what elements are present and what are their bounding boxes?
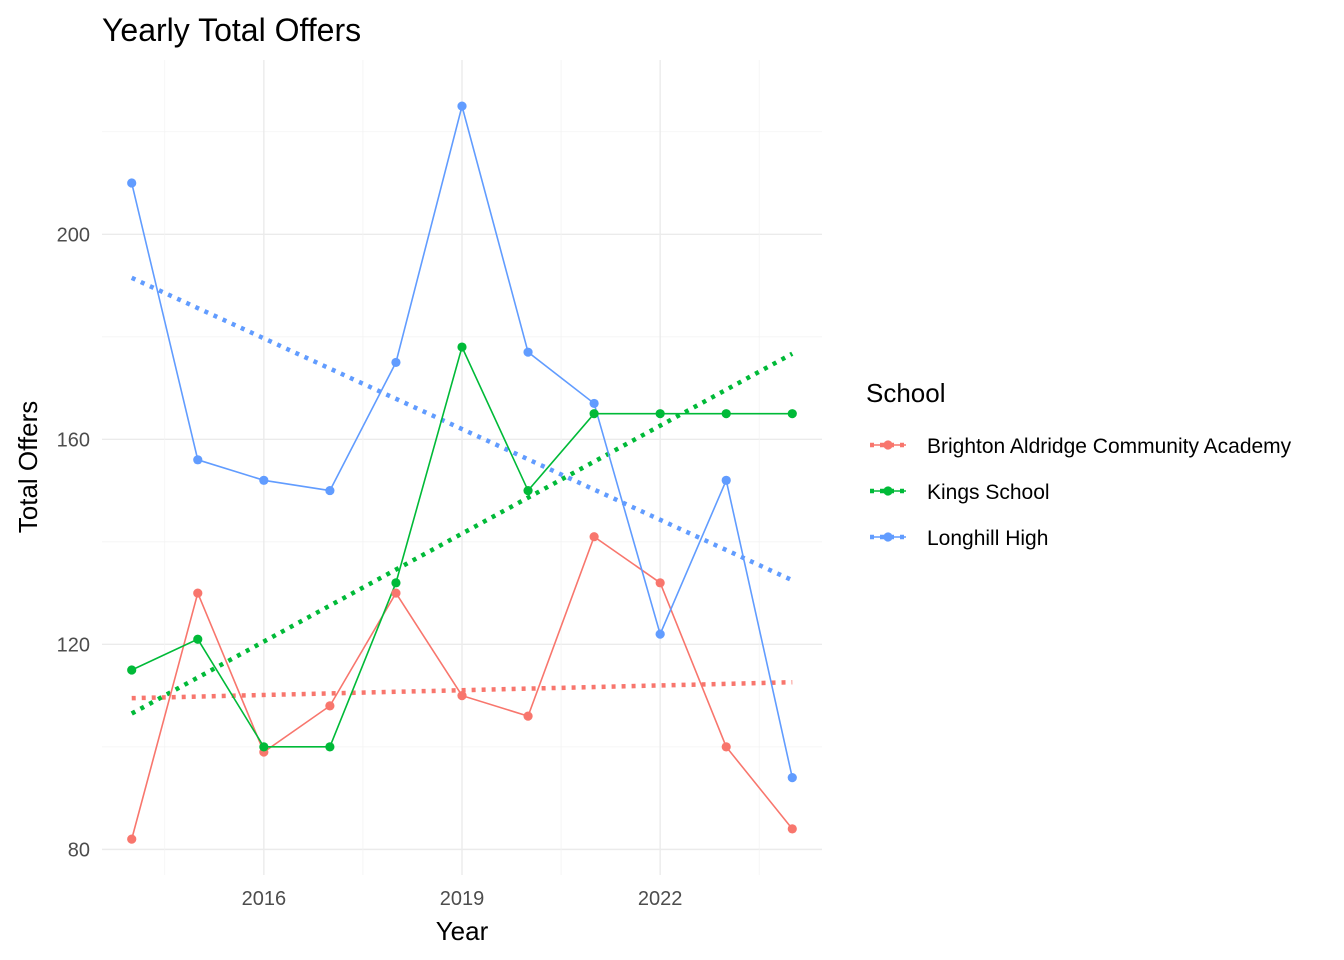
data-point	[523, 347, 533, 357]
tick-labels: 80 120 160 200 2016 2019 2022	[57, 224, 683, 910]
data-point	[589, 409, 599, 419]
y-axis-title: Total Offers	[13, 401, 43, 533]
data-point	[391, 578, 401, 588]
data-point	[259, 742, 269, 752]
legend-key-point	[883, 532, 893, 542]
trend-lines	[130, 275, 794, 716]
x-axis-title: Year	[436, 916, 489, 946]
data-points	[127, 101, 797, 844]
x-tick-label: 2019	[440, 888, 485, 910]
legend: School Brighton Aldridge Community Acade…	[866, 378, 1292, 550]
x-tick-label: 2022	[638, 888, 683, 910]
trend-line	[130, 275, 794, 583]
data-point	[457, 101, 467, 111]
y-tick-label: 80	[68, 839, 90, 861]
legend-label: Kings School	[927, 481, 1050, 504]
legend-label: Brighton Aldridge Community Academy	[927, 435, 1292, 458]
y-tick-label: 200	[57, 224, 90, 246]
data-point	[721, 409, 731, 419]
data-point	[523, 711, 533, 721]
data-point	[325, 485, 335, 496]
data-point	[193, 455, 203, 465]
data-point	[259, 475, 269, 485]
data-point	[589, 398, 599, 409]
data-point	[721, 742, 731, 752]
data-point	[721, 475, 731, 485]
grid	[102, 60, 822, 875]
y-tick-label: 120	[57, 634, 90, 656]
data-point	[655, 629, 665, 639]
chart-title: Yearly Total Offers	[102, 12, 361, 48]
legend-title: School	[866, 378, 946, 408]
data-point	[655, 409, 665, 419]
data-point	[523, 485, 533, 496]
data-point	[193, 634, 203, 644]
trend-line	[131, 680, 793, 701]
data-point	[127, 665, 137, 675]
data-point	[127, 178, 137, 188]
data-point	[787, 409, 797, 419]
data-point	[589, 532, 599, 542]
legend-label: Longhill High	[927, 527, 1048, 550]
data-point	[655, 578, 665, 588]
data-point	[193, 588, 203, 598]
data-point	[325, 701, 335, 711]
legend-key-point	[883, 440, 893, 450]
data-point	[391, 357, 401, 368]
x-tick-label: 2016	[242, 888, 287, 910]
data-point	[127, 834, 137, 844]
data-point	[787, 773, 797, 783]
data-point	[457, 342, 467, 352]
data-point	[787, 824, 797, 834]
data-point	[325, 742, 335, 752]
data-point	[457, 690, 467, 701]
y-tick-label: 160	[57, 429, 90, 451]
data-point	[391, 588, 401, 598]
legend-key-point	[883, 486, 893, 496]
